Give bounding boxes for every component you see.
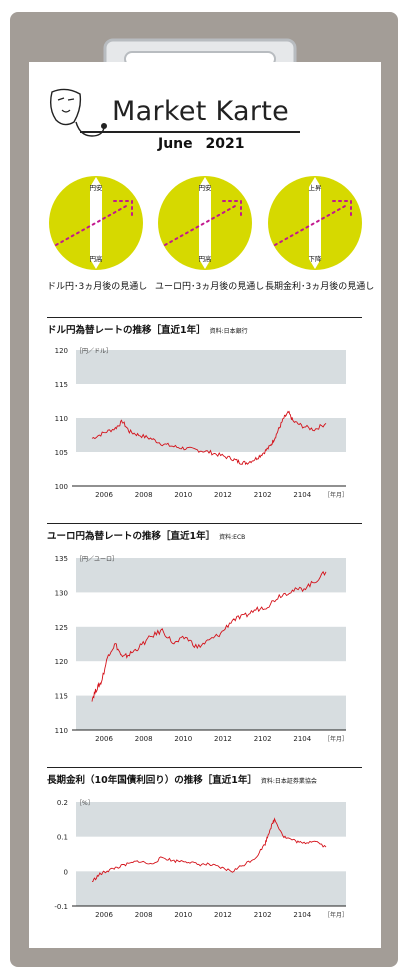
x-unit-label: ［年月］	[324, 491, 348, 499]
outlook-label-usdjpy: ドル円･3ヵ月後の見通し	[47, 282, 148, 292]
x-tick-label: 2102	[254, 911, 272, 919]
outlook-trend-dots	[164, 204, 238, 246]
outlook-bottom-label: 円高	[199, 254, 213, 263]
x-tick-label: 2012	[214, 911, 232, 919]
eurjpy-chart: 110 115 120 125 130 135 ［円／ユーロ］ 2006 2008 2010 201…	[55, 555, 348, 743]
y-tick-label: 110	[55, 415, 68, 423]
grid-band	[76, 695, 346, 730]
outlook-top-label: 上昇	[309, 183, 323, 192]
outlook-bottom-label: 円高	[90, 254, 104, 263]
outlook-arrow-icon	[90, 177, 102, 269]
outlook-label-eurjpy: ユーロ円･3ヵ月後の見通し	[155, 282, 265, 292]
y-tick-label: 135	[55, 555, 68, 563]
series-line	[91, 817, 327, 883]
x-tick-label: 2012	[214, 735, 232, 743]
y-tick-label: 0	[64, 868, 68, 876]
y-tick-label: 100	[55, 483, 68, 491]
x-tick-label: 2102	[254, 735, 272, 743]
x-tick-label: 2008	[135, 491, 153, 499]
series-line	[91, 410, 327, 466]
stethoscope-face-logo-icon	[49, 88, 107, 137]
chart1-divider	[47, 317, 362, 318]
outlook-trend-arrowhead	[113, 200, 133, 218]
y-tick-label: 115	[55, 381, 68, 389]
title-divider	[80, 131, 300, 133]
x-tick-label: 2006	[95, 911, 113, 919]
x-tick-label: 2006	[95, 491, 113, 499]
chart1-source: 資料:日本銀行	[209, 328, 248, 335]
outlook-arrow-icon	[199, 177, 211, 269]
outlook-trend-dots	[274, 204, 348, 246]
y-tick-label: -0.1	[54, 903, 68, 911]
x-tick-label: 2006	[95, 735, 113, 743]
series-line	[91, 570, 327, 702]
y-unit-label: ［円／ユーロ］	[76, 556, 118, 563]
y-tick-label: 105	[55, 449, 68, 457]
x-tick-label: 2010	[174, 735, 192, 743]
chart2-source: 資料:ECB	[219, 534, 246, 541]
x-tick-label: 2012	[214, 491, 232, 499]
y-tick-label: 120	[55, 347, 68, 355]
outlook-bottom-label: 下降	[309, 254, 323, 263]
page-title: Market Karte	[112, 96, 290, 127]
issue-date: June 2021	[158, 136, 245, 152]
chart3-title: 長期金利（10年国債利回り）の推移［直近1年］ 資料:日本証券業協会	[47, 775, 317, 786]
outlook-trend-dots	[55, 204, 129, 246]
outlook-top-label: 円安	[199, 183, 213, 192]
outlook-trend-arrowhead	[332, 200, 352, 218]
usdjpy-chart: 100 105 110 115 120 ［円／ドル］ 2006 2008 2010 2012 210…	[55, 347, 348, 499]
y-tick-label: 115	[55, 693, 68, 701]
y-tick-label: 120	[55, 658, 68, 666]
x-tick-label: 2104	[293, 911, 311, 919]
outlook-arrow-icon	[309, 177, 321, 269]
y-tick-label: 0.1	[57, 834, 68, 842]
chart2-title: ユーロ円為替レートの推移［直近1年］ 資料:ECB	[47, 531, 246, 542]
jgb-yield-chart: -0.1 0 0.1 0.2 ［%］ 2006 2008 2010 2012 2102 2104 ［年…	[54, 799, 348, 919]
x-tick-label: 2010	[174, 911, 192, 919]
x-tick-label: 2010	[174, 491, 192, 499]
x-tick-label: 2102	[254, 491, 272, 499]
grid-band	[76, 626, 346, 662]
grid-band	[76, 802, 346, 837]
grid-band	[76, 350, 346, 384]
chart1-title: ドル円為替レートの推移［直近1年］ 資料:日本銀行	[47, 325, 248, 336]
y-tick-label: 130	[55, 589, 68, 597]
grid-band	[76, 558, 346, 593]
y-unit-label: ［%］	[76, 800, 94, 807]
x-unit-label: ［年月］	[324, 911, 348, 919]
x-tick-label: 2008	[135, 735, 153, 743]
chart3-source: 資料:日本証券業協会	[260, 778, 317, 785]
chart3-divider	[47, 767, 362, 768]
y-tick-label: 110	[55, 727, 68, 735]
y-tick-label: 0.2	[57, 799, 68, 807]
x-tick-label: 2104	[293, 491, 311, 499]
y-unit-label: ［円／ドル］	[76, 348, 112, 355]
x-tick-label: 2008	[135, 911, 153, 919]
x-unit-label: ［年月］	[324, 735, 348, 743]
chart2-divider	[47, 523, 362, 524]
grid-band	[76, 871, 346, 906]
y-tick-label: 125	[55, 624, 68, 632]
outlook-trend-arrowhead	[222, 200, 242, 218]
x-tick-label: 2104	[293, 735, 311, 743]
grid-band	[76, 418, 346, 452]
outlook-label-jgb: 長期金利･3ヵ月後の見通し	[265, 282, 375, 292]
outlook-top-label: 円安	[90, 183, 104, 192]
